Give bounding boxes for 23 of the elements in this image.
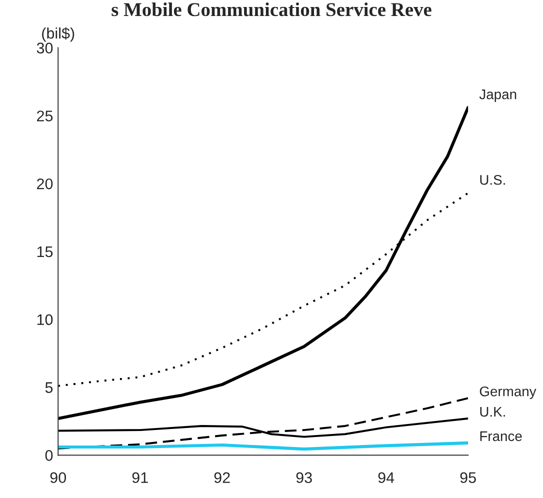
y-tick-label: 10 [37,314,53,326]
line-series [58,441,468,451]
series-label: Japan [479,90,516,102]
y-tick-label: 0 [45,450,53,461]
x-tick-label: 94 [378,472,394,484]
x-tick-label: 95 [460,472,476,484]
x-tick-label: 90 [50,472,66,484]
y-tick-label: 20 [37,178,53,190]
series-label: France [480,431,522,442]
series-label: Germany [480,386,536,400]
line-series [58,397,468,450]
y-tick-label: 30 [36,42,53,54]
x-tick-label: 91 [132,472,148,484]
line-series [58,106,468,420]
series-label: U.K. [480,406,505,417]
y-tick-label: 5 [45,382,53,393]
x-tick-label: 92 [214,472,230,484]
chart-title: s Mobile Communication Service Reve [112,2,432,16]
y-tick-label: 15 [37,246,53,258]
y-axis-title: (bil$) [42,27,74,42]
x-tick-label: 93 [296,472,312,484]
series-label: U.S. [480,174,505,185]
y-tick-label: 25 [37,110,53,122]
